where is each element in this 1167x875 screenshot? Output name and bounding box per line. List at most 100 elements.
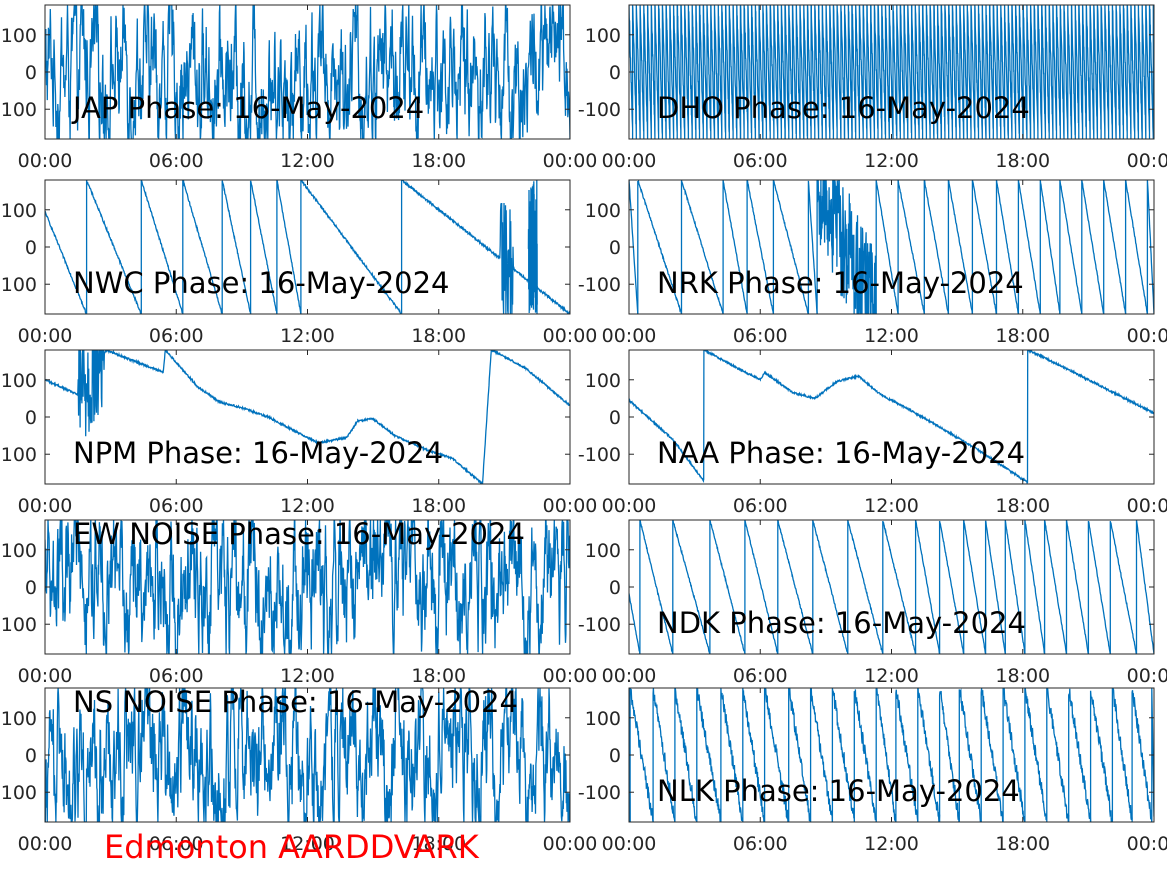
x-tick-label: 00:00 bbox=[543, 495, 598, 517]
y-tick-label: 0 bbox=[25, 745, 37, 767]
x-tick-label: 06:00 bbox=[149, 833, 204, 855]
phase-series-line-13 bbox=[875, 688, 897, 822]
y-tick-label: 100 bbox=[585, 708, 621, 730]
x-tick-label: 00:00 bbox=[18, 495, 73, 517]
chart-panel-7: 100 0 100 00:00 06:00 12:00 18:00 00:00 EW NOISE… bbox=[1, 517, 598, 687]
phase-series-line-5 bbox=[696, 688, 721, 822]
phase-series-line-10 bbox=[897, 180, 925, 314]
x-tick-label: 12:00 bbox=[864, 665, 919, 687]
phase-series-line-1 bbox=[45, 210, 88, 314]
x-tick-label: 06:00 bbox=[733, 325, 788, 347]
y-tick-label: -100 bbox=[578, 614, 621, 636]
y-tick-label: 0 bbox=[25, 62, 37, 84]
phase-series-line-9 bbox=[788, 688, 811, 822]
phase-series-line-9 bbox=[400, 180, 570, 314]
x-tick-label: 00:00 bbox=[1127, 665, 1167, 687]
chart-title: JAP Phase: 16-May-2024 bbox=[71, 91, 424, 125]
y-tick-label: 0 bbox=[25, 577, 37, 599]
x-tick-label: 00:00 bbox=[1127, 495, 1167, 517]
phase-series-line-1 bbox=[45, 350, 570, 484]
phase-series-line-20 bbox=[1024, 688, 1048, 822]
phase-series-line-10 bbox=[809, 688, 834, 822]
y-tick-label: 100 bbox=[585, 25, 621, 47]
phase-series-line-13 bbox=[971, 180, 998, 314]
phase-series-line-25 bbox=[1131, 690, 1153, 822]
phase-series-line-2 bbox=[637, 180, 683, 314]
phase-series-line-3 bbox=[140, 180, 184, 314]
x-tick-label: 06:00 bbox=[733, 495, 788, 517]
x-tick-label: 00:00 bbox=[1127, 833, 1167, 855]
x-tick-label: 18:00 bbox=[411, 665, 466, 687]
chart-panel-9: 100 0 100 00:00 06:00 12:00 18:00 00:00 NS NOISE… bbox=[1, 685, 598, 855]
y-tick-label: 100 bbox=[1, 614, 37, 636]
x-tick-label: 06:00 bbox=[149, 495, 204, 517]
phase-series-line-10 bbox=[914, 520, 941, 654]
phase-series-line-2 bbox=[639, 520, 674, 654]
phase-series-line-20 bbox=[1135, 520, 1154, 654]
phase-series-line-16 bbox=[1039, 180, 1061, 314]
phase-series-line-9 bbox=[882, 520, 917, 654]
phase-series-line-11 bbox=[938, 520, 965, 654]
x-tick-label: 00:00 bbox=[543, 325, 598, 347]
phase-series-line-21 bbox=[1046, 688, 1070, 822]
phase-series-line-10 bbox=[527, 180, 538, 314]
x-tick-label: 00:00 bbox=[602, 833, 657, 855]
phase-series-line-1 bbox=[45, 688, 570, 822]
chart-panel-10: 100 0 -100 00:00 06:00 12:00 18:00 00:00 NLK Pha… bbox=[578, 687, 1167, 855]
x-tick-label: 12:00 bbox=[280, 833, 335, 855]
x-tick-label: 06:00 bbox=[149, 150, 204, 172]
chart-panel-6: 100 0 -100 00:00 06:00 12:00 18:00 00:00 NAA Pha… bbox=[578, 349, 1167, 517]
phase-series-line-7 bbox=[807, 180, 818, 314]
x-tick-label: 00:00 bbox=[543, 150, 598, 172]
y-tick-label: -100 bbox=[578, 99, 621, 121]
y-tick-label: 0 bbox=[609, 237, 621, 259]
x-tick-label: 18:00 bbox=[995, 495, 1050, 517]
chart-title: NPM Phase: 16-May-2024 bbox=[73, 436, 443, 470]
phase-series-line-4 bbox=[674, 688, 698, 822]
phase-series-line-15 bbox=[1024, 520, 1046, 654]
x-tick-label: 00:00 bbox=[602, 325, 657, 347]
x-tick-label: 00:00 bbox=[1127, 325, 1167, 347]
phase-series-line-22 bbox=[1068, 688, 1092, 822]
phase-series-line-5 bbox=[744, 520, 779, 654]
x-tick-label: 00:00 bbox=[602, 150, 657, 172]
y-tick-label: 100 bbox=[1, 25, 37, 47]
y-tick-label: 0 bbox=[609, 577, 621, 599]
phase-series-line-3 bbox=[672, 520, 711, 654]
x-tick-label: 00:00 bbox=[602, 495, 657, 517]
phase-series-line-18 bbox=[980, 688, 1004, 822]
phase-series-line-24 bbox=[1111, 688, 1133, 822]
phase-series-line-7 bbox=[812, 520, 849, 654]
y-tick-label: 100 bbox=[1, 444, 37, 466]
phase-series-line-19 bbox=[1103, 180, 1127, 314]
phase-series-line-4 bbox=[709, 520, 746, 654]
chart-title: NWC Phase: 16-May-2024 bbox=[73, 266, 450, 300]
y-tick-label: -100 bbox=[578, 444, 621, 466]
y-tick-label: 0 bbox=[609, 407, 621, 429]
x-tick-label: 00:00 bbox=[543, 833, 598, 855]
chart-panel-1: 100 0 100 00:00 06:00 12:00 18:00 00:00 JAP Phas… bbox=[1, 4, 598, 172]
y-tick-label: 100 bbox=[1, 99, 37, 121]
phase-series-line-5 bbox=[221, 180, 252, 314]
x-tick-label: 06:00 bbox=[733, 150, 788, 172]
phase-series-line-1 bbox=[629, 350, 1154, 484]
phase-series-line-1 bbox=[629, 593, 641, 654]
x-tick-label: 18:00 bbox=[411, 495, 466, 517]
phase-series-line-17 bbox=[1059, 180, 1083, 314]
phase-series-line-6 bbox=[249, 180, 278, 314]
y-tick-label: 100 bbox=[1, 274, 37, 296]
phase-series-line-18 bbox=[1087, 520, 1111, 654]
phase-series-line-6 bbox=[777, 520, 814, 654]
y-tick-label: 100 bbox=[1, 200, 37, 222]
phase-series-line-21 bbox=[1146, 180, 1154, 314]
x-tick-label: 18:00 bbox=[995, 665, 1050, 687]
x-tick-label: 00:00 bbox=[18, 833, 73, 855]
chart-panel-3: 100 0 100 00:00 06:00 12:00 18:00 00:00 NWC Phas… bbox=[1, 179, 598, 347]
y-tick-label: 0 bbox=[609, 745, 621, 767]
phase-series-line-1 bbox=[629, 5, 1154, 139]
phase-series-line-2 bbox=[85, 180, 142, 314]
y-tick-label: 0 bbox=[609, 62, 621, 84]
y-tick-label: 100 bbox=[1, 708, 37, 730]
phase-series-line-9 bbox=[875, 180, 899, 314]
phase-series-line-15 bbox=[917, 688, 941, 822]
